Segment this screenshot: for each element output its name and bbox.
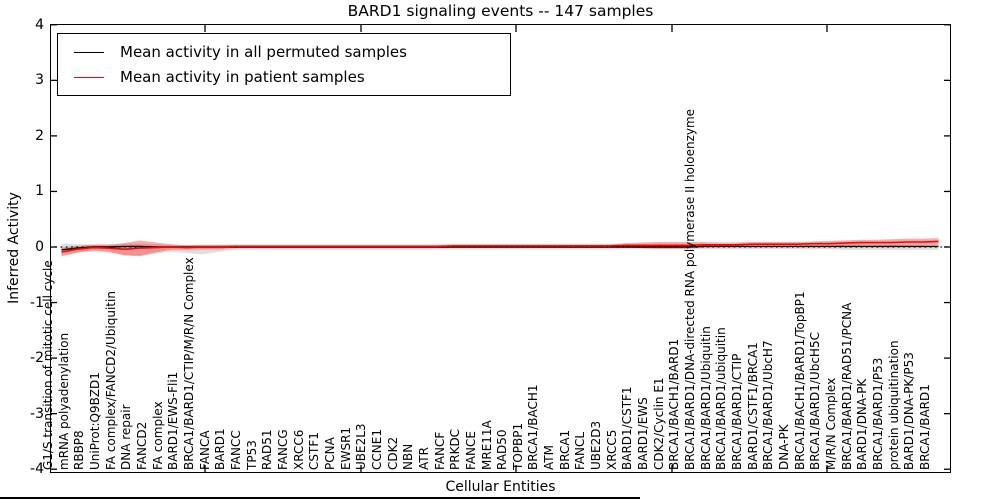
y-tick-label: -4 (30, 461, 44, 478)
y-tick-label: -1 (30, 294, 44, 311)
chart-title: BARD1 signaling events -- 147 samples (347, 2, 654, 20)
y-tick-label: 2 (35, 127, 44, 144)
legend-label-permuted: Mean activity in all permuted samples (120, 43, 407, 61)
plot-area (50, 24, 951, 473)
x-axis-label: Cellular Entities (445, 479, 556, 495)
legend-item-permuted: Mean activity in all permuted samples (74, 43, 502, 61)
y-tick-label: 4 (35, 16, 44, 33)
chart-canvas (50, 24, 951, 473)
mean-line-patient (61, 240, 939, 253)
y-tick-label: 3 (35, 72, 44, 89)
legend-label-patient: Mean activity in patient samples (120, 68, 365, 86)
legend-line-sample-permuted (74, 51, 104, 53)
y-tick-label: -2 (30, 350, 44, 367)
tick-marks (50, 24, 951, 473)
legend-item-patient: Mean activity in patient samples (74, 68, 502, 86)
screenshot-bottom-edge (0, 497, 640, 499)
y-tick-label: 0 (35, 239, 44, 255)
legend-line-sample-patient (74, 76, 104, 78)
y-tick-label: -3 (30, 405, 44, 422)
y-tick-label: 1 (35, 183, 44, 200)
legend: Mean activity in all permuted samples Me… (57, 33, 511, 96)
